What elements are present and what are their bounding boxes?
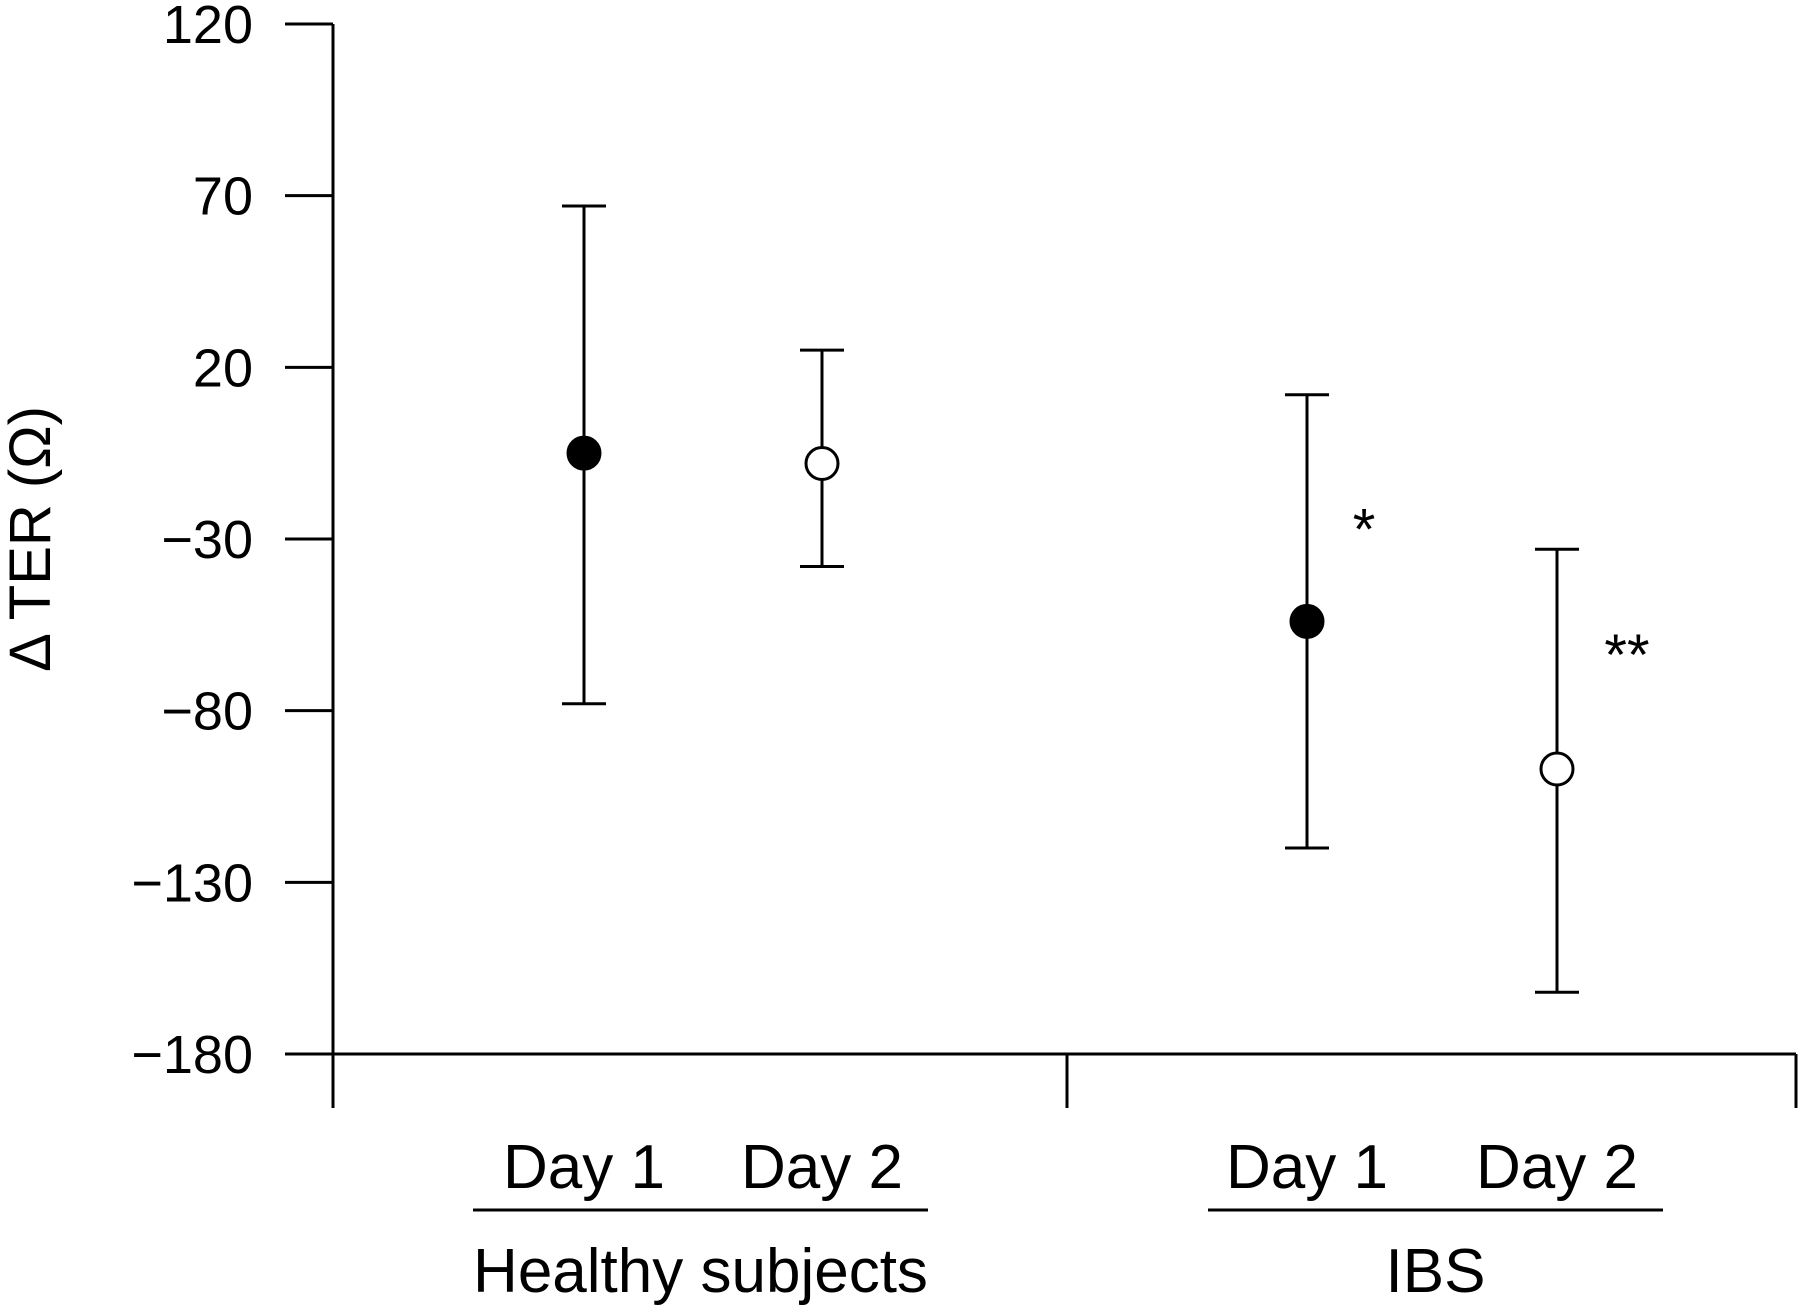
- y-tick-label: −180: [131, 1025, 253, 1085]
- category-label: Day 1: [503, 1133, 665, 1202]
- y-tick-label: −80: [161, 682, 253, 742]
- y-tick-label: 120: [163, 0, 253, 55]
- y-tick-label: 70: [193, 167, 253, 227]
- y-tick-label: −30: [161, 510, 253, 570]
- y-tick-label: 20: [193, 338, 253, 398]
- mean-marker-open: [804, 445, 840, 481]
- groups: Healthy subjects Day 1 Day 2 IBS Day 1 Day 2: [473, 1133, 1663, 1306]
- group-label: Healthy subjects: [473, 1237, 928, 1306]
- significance-annotation: *: [1353, 497, 1376, 562]
- y-axis-label: Δ TER (Ω): [0, 406, 63, 672]
- category-label: Day 2: [1476, 1133, 1638, 1202]
- data-marks: ***: [562, 204, 1650, 994]
- axes: [331, 24, 1798, 1108]
- mean-marker-filled: [566, 435, 602, 471]
- mean-marker-open: [1539, 751, 1575, 787]
- significance-annotation: **: [1604, 623, 1649, 688]
- y-ticks: 120 70 20 −30 −80 −130 −180: [131, 0, 333, 1085]
- group-label: IBS: [1386, 1237, 1486, 1306]
- category-label: Day 1: [1226, 1133, 1388, 1202]
- category-label: Day 2: [741, 1133, 903, 1202]
- mean-marker-filled: [1289, 603, 1325, 639]
- y-tick-label: −130: [131, 853, 253, 913]
